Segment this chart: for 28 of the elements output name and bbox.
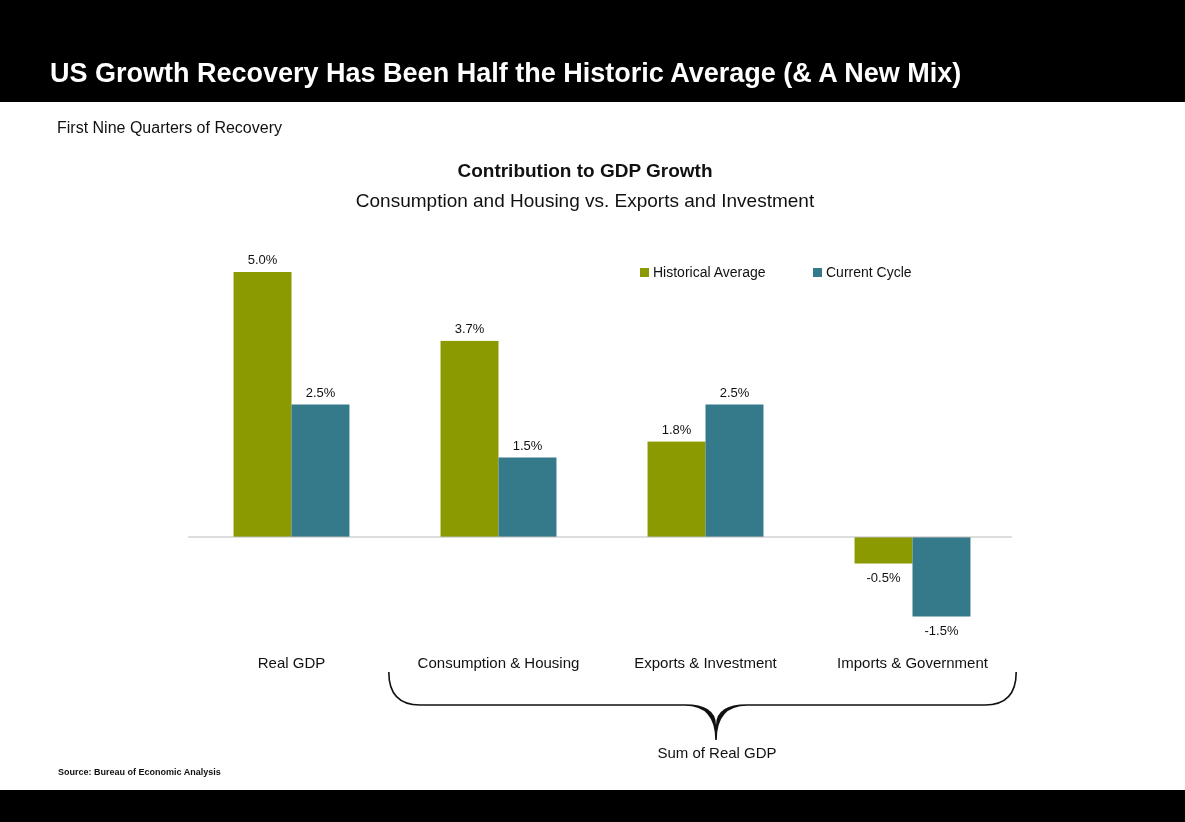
data-label: 1.5% [512,437,543,453]
chart-subtitle: First Nine Quarters of Recovery [57,119,282,136]
bar [705,404,764,537]
bar [291,404,350,537]
data-label: -1.5% [924,622,959,638]
source-note: Source: Bureau of Economic Analysis [58,767,221,777]
x-tick-label: Real GDP [257,654,326,671]
x-tick-label: Imports & Government [837,654,989,671]
x-tick-label: Consumption & Housing [417,654,580,671]
data-label: 1.8% [661,421,692,437]
text: Contribution to GDP Growth [457,160,713,181]
bar [647,441,706,537]
data-label: 5.0% [247,252,278,267]
data-label: 3.7% [454,320,485,336]
legend-label: Current Cycle [826,264,912,280]
bar [233,272,292,537]
x-tick-label: Exports & Investment [634,654,778,671]
text: Consumption and Housing vs. Exports and Investment [355,190,815,211]
legend-label: Historical Average [653,264,766,280]
bar [912,537,971,617]
bar [440,340,499,537]
bar [498,457,557,537]
bar [854,537,913,564]
chart-title: US Growth Recovery Has Been Half the Historic Average (& A New Mix) [50,58,962,88]
data-label: 2.5% [719,384,750,400]
data-label: 2.5% [305,384,336,400]
text: Sum of Real GDP [657,744,777,761]
data-label: -0.5% [866,569,901,585]
